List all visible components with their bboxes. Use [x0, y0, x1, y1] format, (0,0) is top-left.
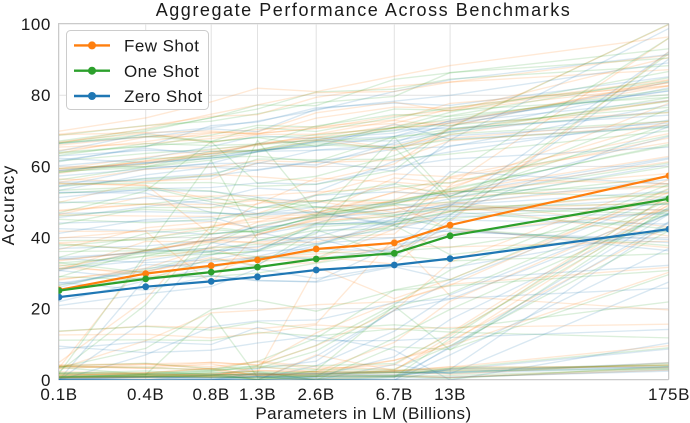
svg-text:Parameters in LM (Billions): Parameters in LM (Billions)	[255, 404, 471, 423]
svg-text:Aggregate Performance Across B: Aggregate Performance Across Benchmarks	[156, 0, 572, 20]
svg-text:6.7B: 6.7B	[376, 385, 413, 404]
svg-text:20: 20	[31, 300, 51, 319]
svg-text:Zero Shot: Zero Shot	[124, 87, 203, 106]
svg-text:One Shot: One Shot	[124, 62, 199, 81]
svg-text:175B: 175B	[648, 385, 690, 404]
svg-text:2.6B: 2.6B	[298, 385, 335, 404]
svg-text:0: 0	[41, 371, 51, 390]
svg-text:40: 40	[31, 229, 51, 248]
svg-text:13B: 13B	[434, 385, 466, 404]
svg-text:1.3B: 1.3B	[239, 385, 276, 404]
svg-text:0.4B: 0.4B	[127, 385, 164, 404]
svg-text:Few Shot: Few Shot	[124, 37, 199, 56]
svg-text:60: 60	[31, 157, 51, 176]
svg-text:0.8B: 0.8B	[193, 385, 230, 404]
svg-text:0.1B: 0.1B	[40, 385, 77, 404]
svg-text:Accuracy: Accuracy	[0, 165, 18, 246]
svg-text:80: 80	[31, 86, 51, 105]
svg-text:100: 100	[21, 15, 51, 34]
